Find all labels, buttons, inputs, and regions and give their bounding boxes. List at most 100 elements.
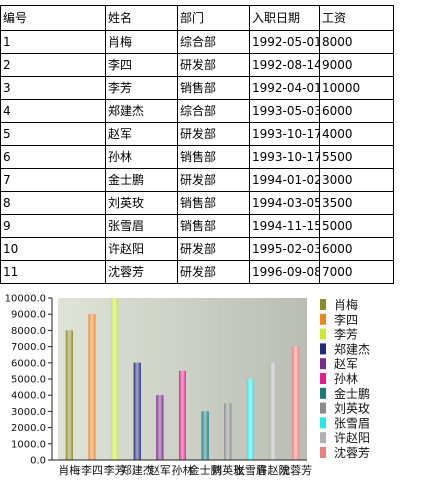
legend-swatch	[320, 373, 326, 384]
cell-department: 销售部	[177, 145, 250, 169]
cell-id: 10	[0, 237, 106, 261]
cell-salary: 8000	[319, 30, 394, 54]
table-row: 5 赵军 研发部 1993-10-17 4000	[0, 122, 394, 146]
bar-highlight	[65, 330, 73, 460]
y-axis: 0.0 1000.0 2000.0 3000.0 4000.0 5000.0 6000.0 7…	[5, 294, 53, 467]
salary-bar-chart: 0.0 1000.0 2000.0 3000.0 4000.0 5000.0 6000.0 7…	[5, 294, 370, 478]
legend-item: 李四	[320, 312, 358, 327]
legend-item: 郑建杰	[320, 341, 370, 356]
cell-salary: 9000	[319, 53, 394, 77]
bars	[65, 298, 300, 460]
cell-hire-date: 1992-08-14	[249, 53, 320, 77]
legend-item: 孙林	[320, 372, 358, 386]
cell-department: 销售部	[177, 191, 250, 215]
y-tick-label: 5000.0	[11, 375, 46, 386]
cell-hire-date: 1994-01-02	[249, 168, 320, 192]
table-row: 8 刘英玫 销售部 1994-03-05 3500	[0, 191, 394, 215]
bar	[88, 314, 96, 460]
cell-name: 孙林	[105, 145, 178, 169]
cell-id: 2	[0, 53, 106, 77]
cell-department: 综合部	[177, 30, 250, 54]
legend-swatch	[320, 313, 326, 325]
cell-hire-date: 1992-04-01	[249, 76, 320, 100]
bar	[292, 346, 300, 460]
cell-hire-date: 1995-02-03	[249, 237, 320, 261]
table-row: 10 许赵阳 研发部 1995-02-03 6000	[0, 237, 394, 261]
table-row: 9 张雪眉 销售部 1994-11-15 5000	[0, 214, 394, 238]
legend-label: 赵军	[334, 357, 358, 371]
legend-label: 李四	[334, 312, 358, 327]
x-tick-label: 赵军	[149, 463, 171, 477]
cell-name: 张雪眉	[105, 214, 178, 238]
cell-salary: 4000	[319, 122, 394, 146]
y-tick-label: 9000.0	[11, 310, 46, 321]
bar-highlight	[133, 362, 141, 460]
header-cell-name: 姓名	[105, 5, 178, 31]
legend-label: 郑建杰	[334, 341, 370, 356]
bar-highlight	[179, 370, 186, 460]
cell-salary: 10000	[319, 76, 394, 100]
cell-name: 郑建杰	[105, 99, 178, 123]
cell-id: 9	[0, 214, 106, 238]
bar	[156, 395, 164, 460]
y-tick-label: 7000.0	[11, 342, 46, 353]
cell-hire-date: 1993-10-17	[249, 122, 320, 146]
table-row: 6 孙林 销售部 1993-10-17 5500	[0, 145, 394, 169]
cell-hire-date: 1992-05-01	[249, 30, 320, 54]
cell-department: 研发部	[177, 53, 250, 77]
legend-swatch	[320, 299, 326, 310]
legend-swatch	[320, 343, 326, 355]
table-header-row: 编号 姓名 部门 入职日期 工资	[0, 5, 394, 31]
legend-swatch	[320, 328, 326, 340]
cell-hire-date: 1996-09-08	[249, 260, 320, 284]
legend-label: 许赵阳	[334, 431, 370, 445]
bar-highlight	[246, 379, 254, 460]
cell-name: 李芳	[105, 76, 178, 100]
cell-hire-date: 1993-10-17	[249, 145, 320, 169]
table-row: 3 李芳 销售部 1992-04-01 10000	[0, 76, 394, 100]
cell-id: 8	[0, 191, 106, 215]
bar	[201, 411, 209, 460]
cell-id: 7	[0, 168, 106, 192]
y-tick-label: 2000.0	[11, 423, 46, 434]
table-row: 7 金士鹏 研发部 1994-01-02 3000	[0, 168, 394, 192]
cell-hire-date: 1993-05-03	[249, 99, 320, 123]
bar	[224, 403, 232, 460]
legend-item: 金士鹏	[320, 386, 370, 401]
cell-name: 赵军	[105, 122, 178, 146]
x-tick-label: 刘英玫	[211, 463, 244, 477]
x-tick-label: 肖梅	[58, 463, 80, 477]
legend-item: 沈蓉芳	[320, 445, 370, 460]
table-body: 1 肖梅 综合部 1992-05-01 8000 2 李四 研发部 1992-08-14 9000…	[0, 30, 394, 284]
legend-label: 刘英玫	[334, 401, 370, 416]
legend-item: 肖梅	[320, 297, 358, 312]
bar	[179, 370, 186, 460]
cell-department: 研发部	[177, 260, 250, 284]
legend-item: 许赵阳	[320, 431, 370, 445]
x-tick-label: 李四	[81, 463, 103, 477]
y-tick-label: 6000.0	[11, 358, 46, 369]
header-cell-hire-date: 入职日期	[249, 5, 320, 31]
y-tick-label: 0.0	[30, 456, 46, 467]
header-cell-id: 编号	[0, 5, 106, 31]
cell-name: 许赵阳	[105, 237, 178, 261]
cell-salary: 3500	[319, 191, 394, 215]
legend-swatch	[320, 358, 326, 370]
table-row: 1 肖梅 综合部 1992-05-01 8000	[0, 30, 394, 54]
legend-label: 金士鹏	[334, 386, 370, 401]
legend-swatch	[320, 432, 326, 444]
bar-highlight	[201, 411, 209, 460]
cell-department: 研发部	[177, 122, 250, 146]
x-tick-label: 许赵阳	[257, 463, 290, 477]
cell-id: 3	[0, 76, 106, 100]
cell-id: 6	[0, 145, 106, 169]
legend-label: 沈蓉芳	[334, 445, 370, 460]
cell-name: 沈蓉芳	[105, 260, 178, 284]
legend-swatch	[320, 417, 326, 429]
cell-salary: 5000	[319, 214, 394, 238]
cell-name: 金士鹏	[105, 168, 178, 192]
x-tick-label: 郑建杰	[121, 463, 154, 477]
legend-item: 李芳	[320, 327, 358, 342]
